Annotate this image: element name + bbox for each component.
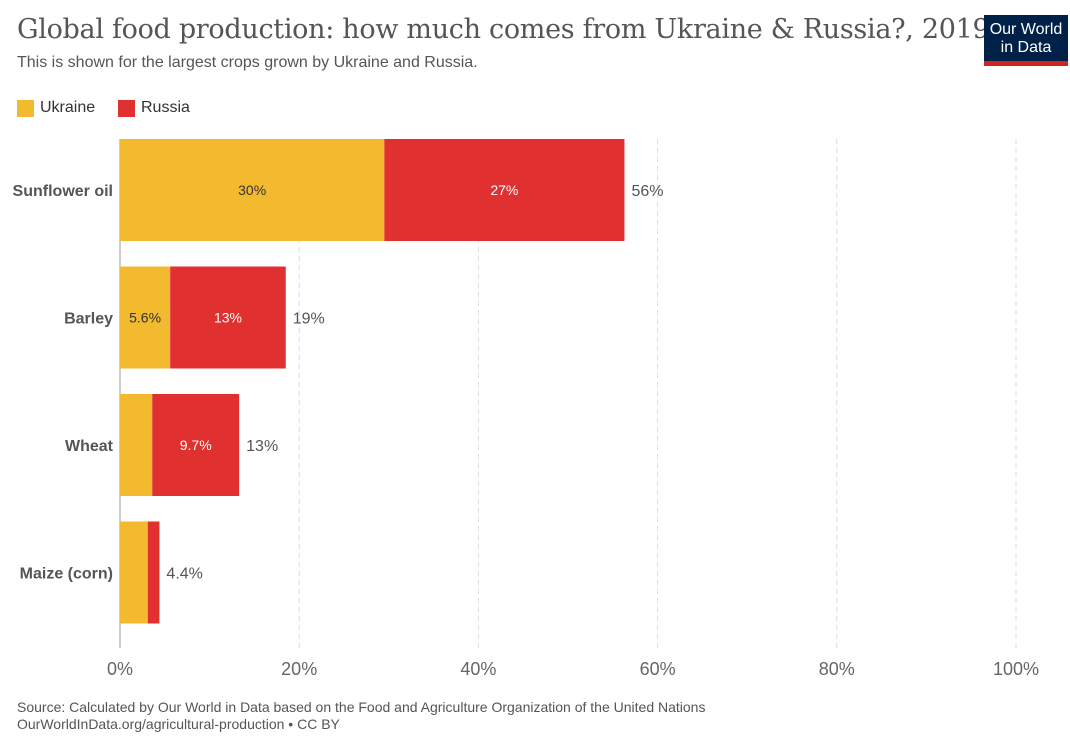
source-note: Source: Calculated by Our World in Data …	[17, 699, 706, 715]
data-label: 30%	[238, 182, 266, 198]
total-label: 19%	[293, 311, 325, 328]
owid-logo[interactable]: Our World in Data	[984, 15, 1068, 66]
data-label: 13%	[214, 310, 242, 326]
legend-item-russia[interactable]: Russia	[118, 99, 190, 117]
chart-subtitle: This is shown for the largest crops grow…	[17, 54, 478, 71]
legend-swatch	[17, 99, 34, 117]
logo-line1: Our World	[989, 21, 1063, 38]
category-label: Wheat	[65, 438, 114, 455]
legend-label: Russia	[141, 99, 190, 116]
bar-russia	[147, 521, 160, 624]
source-link[interactable]: OurWorldInData.org/agricultural-producti…	[17, 716, 340, 732]
category-label: Sunflower oil	[13, 183, 113, 200]
legend-label: Ukraine	[40, 99, 96, 116]
total-label: 56%	[631, 183, 663, 200]
logo-line2: in Data	[1000, 39, 1052, 56]
bar-russia	[384, 139, 625, 241]
total-label: 4.4%	[166, 566, 202, 583]
bar-ukraine	[120, 394, 153, 496]
bar-ukraine	[120, 139, 385, 241]
x-tick-label: 100%	[993, 659, 1039, 679]
x-tick-label: 40%	[460, 659, 496, 679]
legend-swatch	[118, 99, 135, 117]
data-label: 5.6%	[129, 310, 161, 326]
data-label: 9.7%	[180, 437, 212, 453]
x-tick-label: 80%	[819, 659, 855, 679]
category-label: Maize (corn)	[20, 566, 113, 583]
bar-russia	[170, 266, 286, 369]
data-label: 27%	[490, 182, 518, 198]
category-label: Barley	[64, 311, 113, 328]
bar-ukraine	[120, 266, 171, 369]
total-label: 13%	[246, 438, 278, 455]
bar-ukraine	[120, 521, 148, 624]
legend-item-ukraine[interactable]: Ukraine	[17, 99, 95, 117]
x-tick-label: 20%	[281, 659, 317, 679]
x-tick-label: 0%	[107, 659, 133, 679]
x-tick-label: 60%	[640, 659, 676, 679]
bar-russia	[152, 394, 240, 496]
chart-title: Global food production: how much comes f…	[17, 14, 990, 45]
